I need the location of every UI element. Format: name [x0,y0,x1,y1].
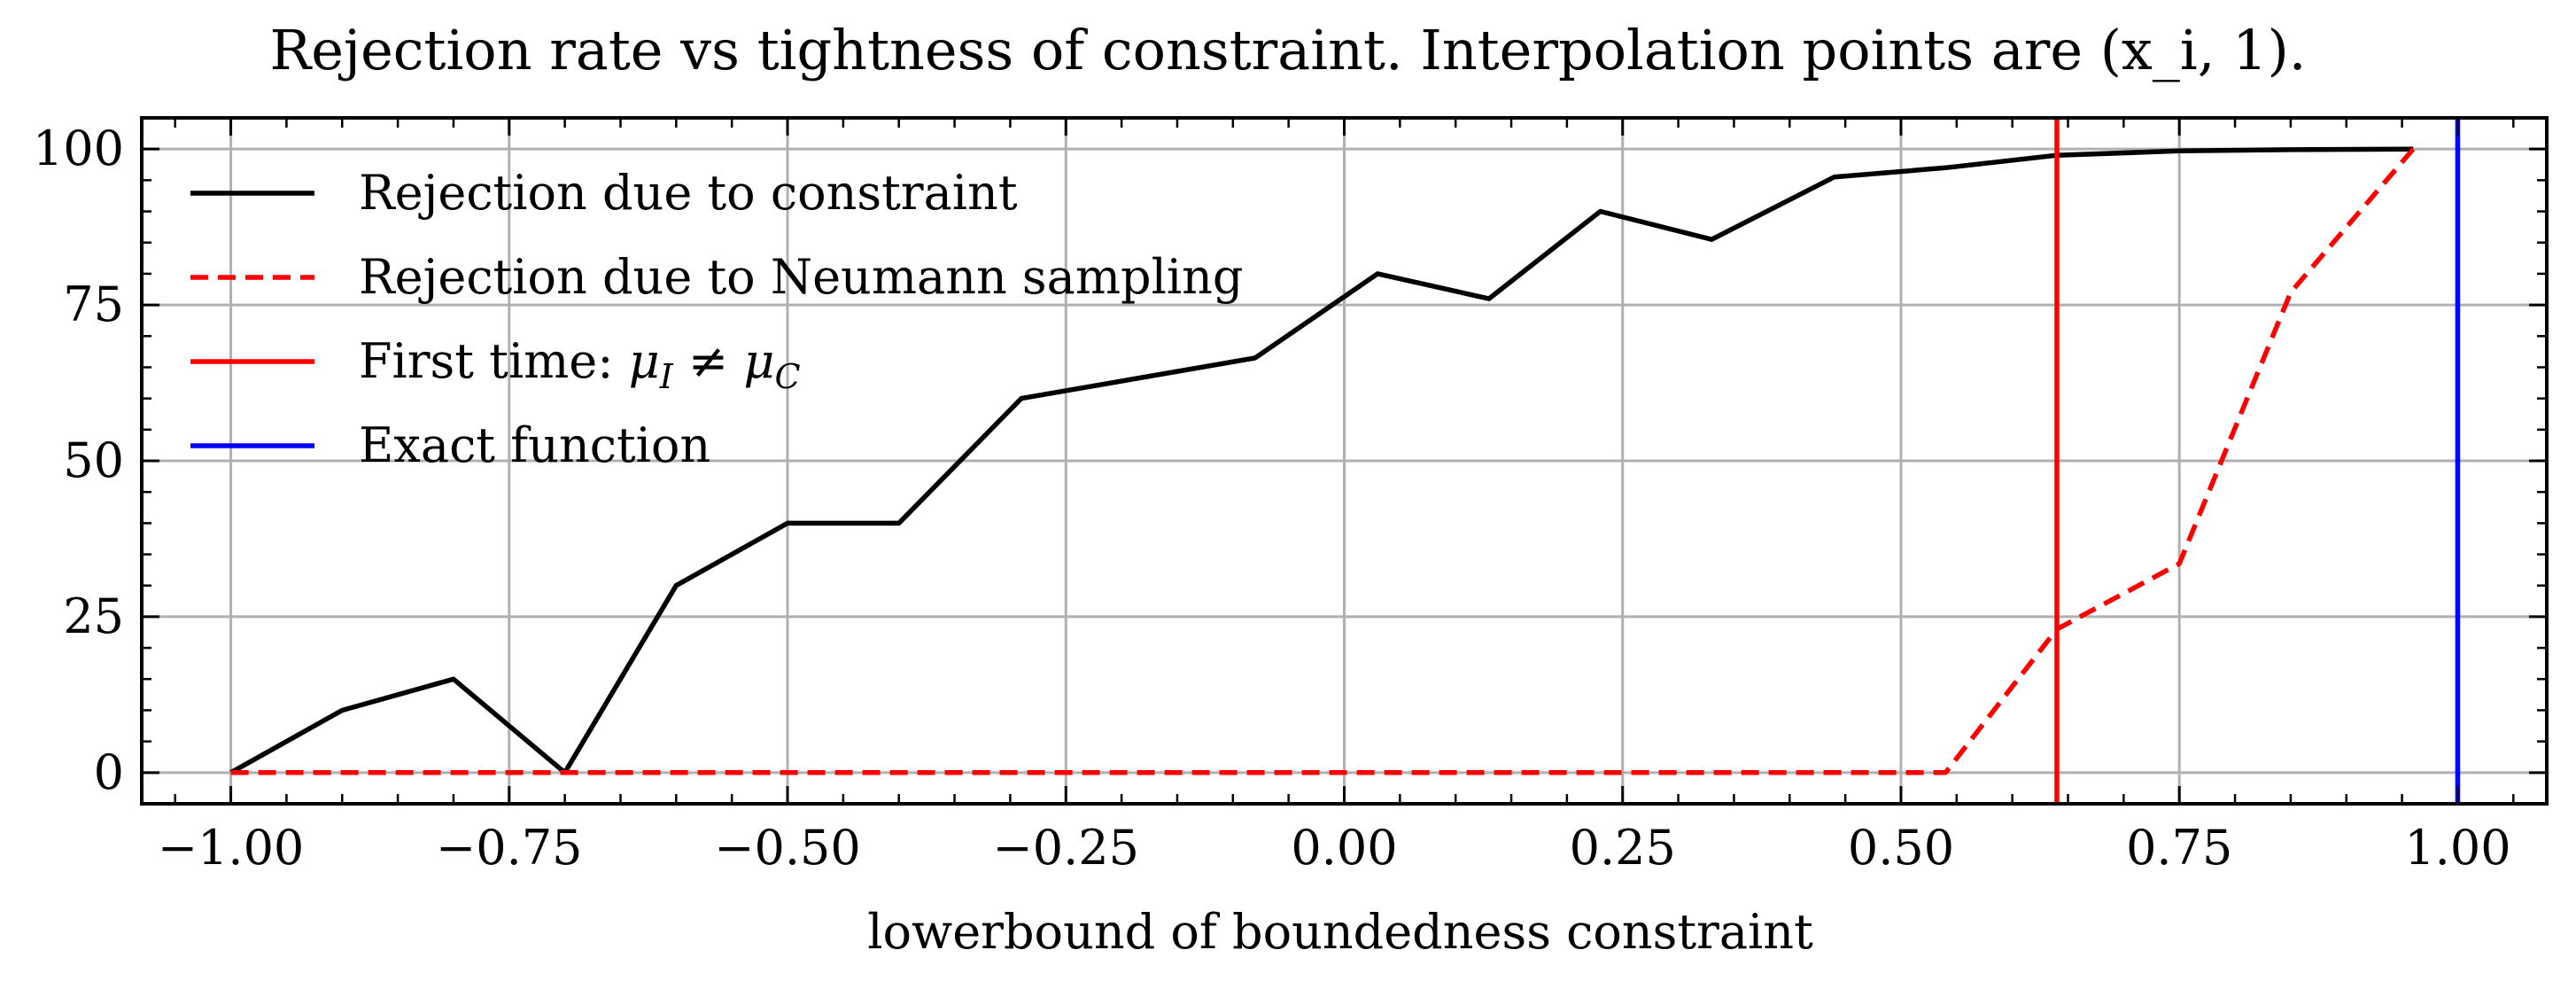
x-tick-label-7: 0.75 [2126,820,2232,876]
y-tick-label-1: 25 [63,588,124,644]
legend-label-1-part-0: Rejection due to Neumann sampling [359,249,1244,305]
x-tick-label-6: 0.50 [1848,820,1954,876]
legend-label-2-part-1: μ [629,333,660,389]
legend-label-0-part-0: Rejection due to constraint [359,165,1018,221]
y-tick-label-0: 0 [94,744,124,800]
x-tick-label-0: −1.00 [158,820,304,876]
x-tick-label-8: 1.00 [2404,820,2510,876]
legend-label-1: Rejection due to Neumann sampling [359,249,1244,305]
chart-title: Rejection rate vs tightness of constrain… [270,18,2307,82]
legend-label-2-part-0: First time: [359,333,629,389]
legend: Rejection due to constraint Rejection due… [190,165,1244,473]
legend-label-2-part-4: μ [743,333,774,389]
tick-labels: −1.00 −0.75 −0.50 −0.25 0.00 0.25 0.50 0.75 1.00… [33,121,2511,876]
y-tick-label-4: 100 [33,121,124,176]
legend-label-2-part-2: I [659,357,674,396]
x-tick-label-3: −0.25 [993,820,1139,876]
legend-label-3: Exact function [359,417,710,473]
ticks [142,116,2547,806]
grid [142,118,2547,804]
x-axis-label: lowerbound of boundedness constraint [867,904,1813,960]
legend-label-2: First time: μI ≠ μC [359,333,801,396]
legend-label-2-part-5: C [774,357,800,396]
y-tick-label-2: 50 [63,432,124,488]
x-tick-label-4: 0.00 [1291,820,1397,876]
x-tick-label-5: 0.25 [1570,820,1676,876]
legend-label-0: Rejection due to constraint [359,165,1018,221]
x-tick-label-2: −0.50 [714,820,860,876]
y-tick-label-3: 75 [63,276,124,332]
legend-label-3-part-0: Exact function [359,417,710,473]
x-tick-label-1: −0.75 [436,820,582,876]
vertical-lines-layer [2054,118,2461,804]
legend-label-2-part-3: ≠ [673,333,744,389]
